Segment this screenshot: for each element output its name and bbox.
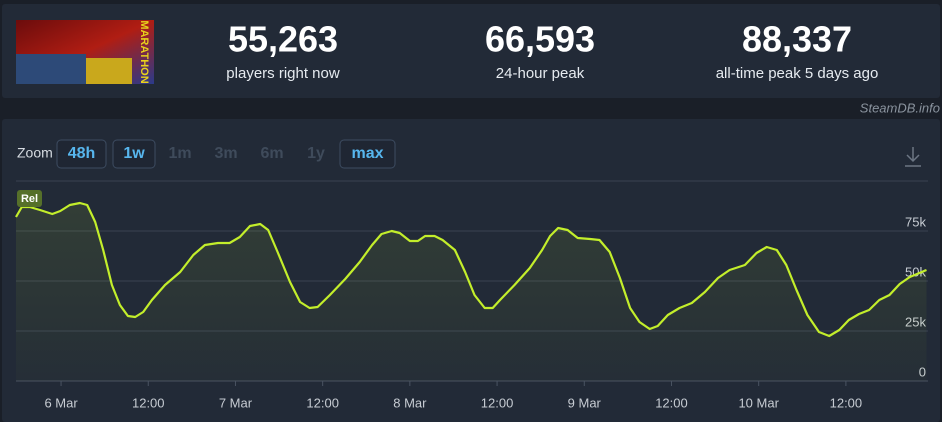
zoom-button-frame[interactable] <box>339 139 396 169</box>
zoom-button[interactable]: 1y <box>307 145 325 162</box>
zoom-buttons: 48h 1w 1m 3m 6m 1y max <box>56 139 396 169</box>
x-tick-label: 6 Mar <box>44 395 78 410</box>
zoom-button[interactable]: 3m <box>214 145 237 162</box>
zoom-label: Zoom <box>17 145 53 161</box>
y-tick-label: 75k <box>905 214 926 229</box>
game-logo-art <box>86 58 132 84</box>
zoom-button[interactable]: 48h <box>68 145 96 162</box>
stat-label: all-time peak 5 days ago <box>716 65 879 82</box>
zoom-button-frame[interactable] <box>112 139 156 169</box>
download-icon[interactable] <box>905 147 921 167</box>
annotation-badge <box>17 190 42 207</box>
x-tick-label: 7 Mar <box>219 395 253 410</box>
annotation: Rel <box>21 193 38 205</box>
stat-label: players right now <box>226 65 340 82</box>
line <box>15 201 927 338</box>
stat-value: 55,263 <box>228 19 338 60</box>
x-tick-label: 12:00 <box>132 395 165 410</box>
stat-label: 24-hour peak <box>496 65 585 82</box>
zoom-button[interactable]: max <box>351 145 383 162</box>
source-link[interactable]: SteamDB.info <box>860 100 940 115</box>
x-tick-label: 12:00 <box>655 395 688 410</box>
zoom-button[interactable]: 6m <box>260 145 283 162</box>
zoom-button[interactable]: 1w <box>123 145 145 162</box>
logo-text: MARATHON <box>138 20 150 83</box>
zoom-button[interactable]: 1m <box>168 145 191 162</box>
x-tick-label: 8 Mar <box>393 395 427 410</box>
line-area <box>16 203 927 381</box>
x-tick-label: 9 Mar <box>568 395 602 410</box>
stats-panel <box>2 4 940 98</box>
x-tick-label: 12:00 <box>481 395 514 410</box>
stat-value: 66,593 <box>485 19 595 60</box>
x-tick-label: 12:00 <box>830 395 863 410</box>
zoom-button-frame[interactable] <box>56 139 107 169</box>
icon-stroke <box>906 154 920 163</box>
game-logo-art <box>16 54 86 84</box>
x-tick-label: 12:00 <box>306 395 339 410</box>
stat-value: 88,337 <box>742 19 852 60</box>
x-tick-label: 10 Mar <box>738 395 779 410</box>
